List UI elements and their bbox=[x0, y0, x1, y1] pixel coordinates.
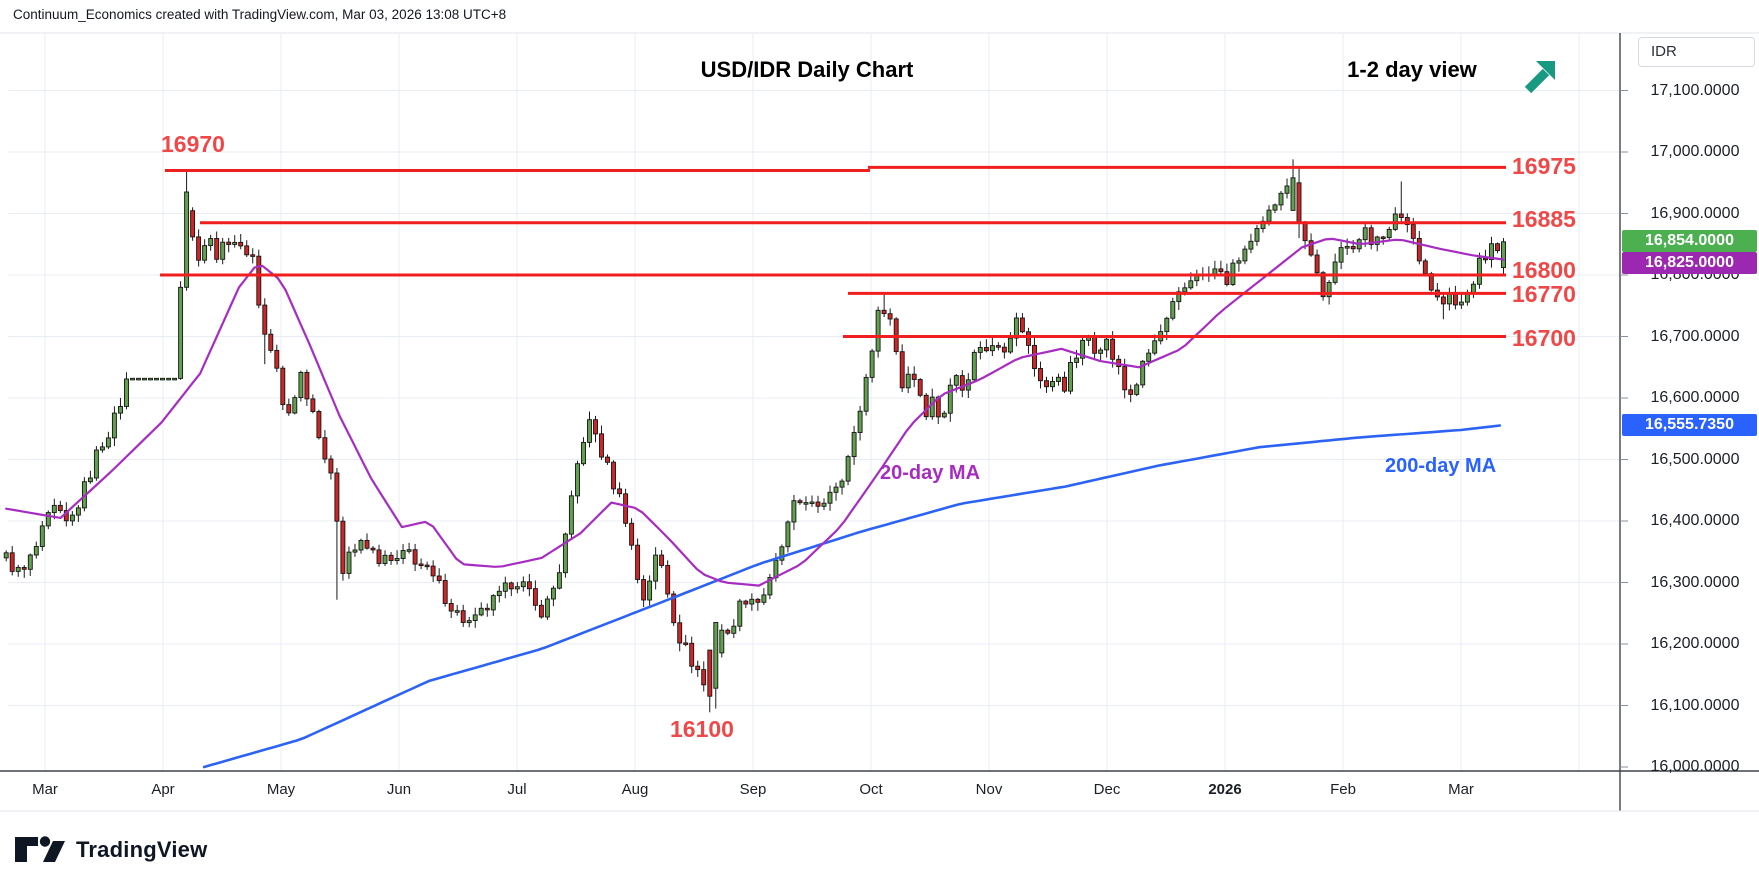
tradingview-logo-icon bbox=[15, 836, 65, 862]
month-label-Dec[interactable]: Dec bbox=[1093, 781, 1121, 798]
price-badge-ma200-price: 16,555.7350 bbox=[1622, 414, 1757, 437]
ma200-label: 200-day MA bbox=[1385, 455, 1497, 477]
month-label-Oct[interactable]: Oct bbox=[859, 781, 883, 798]
month-label-Apr[interactable]: Apr bbox=[151, 781, 175, 798]
level-label-16975: 16975 bbox=[1512, 153, 1576, 180]
level-label-16770: 16770 bbox=[1512, 281, 1576, 308]
y-axis-label-16500: 16,500.0000 bbox=[1650, 450, 1740, 468]
y-axis-label-16600: 16,600.0000 bbox=[1650, 389, 1740, 406]
month-label-2026[interactable]: 2026 bbox=[1208, 781, 1242, 798]
view-horizon-label: 1-2 day view bbox=[1347, 57, 1477, 82]
ma20-label: 20-day MA bbox=[880, 462, 981, 484]
tradingview-logo-text: TradingView bbox=[76, 837, 208, 862]
price-badge-ma20-price: 16,825.0000 bbox=[1622, 251, 1757, 274]
currency-label-box: IDR bbox=[1638, 37, 1755, 67]
ma200-line bbox=[202, 424, 1502, 769]
currency-label: IDR bbox=[1651, 43, 1677, 60]
y-axis-label-17100: 17,100.0000 bbox=[1650, 81, 1740, 99]
month-label-Nov[interactable]: Nov bbox=[975, 781, 1003, 798]
month-label-Mar[interactable]: Mar bbox=[1448, 781, 1474, 798]
y-axis-label-17000: 17,000.0000 bbox=[1650, 143, 1740, 160]
month-label-Jun[interactable]: Jun bbox=[386, 781, 412, 798]
price-annotation-16100: 16100 bbox=[670, 716, 734, 742]
chart-frame bbox=[0, 32, 1759, 812]
level-label-16970: 16970 bbox=[161, 131, 225, 158]
tradingview-logo[interactable]: TradingView bbox=[14, 836, 207, 864]
month-label-Jul[interactable]: Jul bbox=[507, 781, 527, 798]
chart-title: USD/IDR Daily Chart bbox=[700, 57, 914, 82]
month-label-May[interactable]: May bbox=[266, 781, 296, 798]
level-label-16800: 16800 bbox=[1512, 257, 1576, 283]
y-axis-label-16100: 16,100.0000 bbox=[1650, 696, 1740, 714]
price-badge-last-price: 16,854.0000 bbox=[1622, 229, 1757, 252]
y-axis-label-16300: 16,300.0000 bbox=[1650, 573, 1740, 591]
y-axis-label-16900: 16,900.0000 bbox=[1650, 204, 1740, 222]
y-axis-label-16700: 16,700.0000 bbox=[1650, 327, 1740, 345]
attribution-text: Continuum_Economics created with Trading… bbox=[13, 7, 507, 22]
month-label-Aug[interactable]: Aug bbox=[621, 781, 649, 798]
candles-layer bbox=[3, 159, 1506, 713]
month-label-Mar[interactable]: Mar bbox=[32, 781, 58, 798]
y-axis-label-16200: 16,200.0000 bbox=[1650, 635, 1740, 652]
month-label-Feb[interactable]: Feb bbox=[1330, 781, 1356, 798]
y-axis-label-16400: 16,400.0000 bbox=[1650, 512, 1740, 529]
level-label-16885: 16885 bbox=[1512, 205, 1576, 232]
trend-arrow-icon bbox=[1524, 61, 1555, 94]
gridlines bbox=[8, 33, 1620, 771]
month-label-Sep[interactable]: Sep bbox=[739, 781, 767, 798]
y-axis-label-16000: 16,000.0000 bbox=[1650, 758, 1740, 775]
level-label-16700: 16700 bbox=[1512, 324, 1576, 351]
ma20-line bbox=[5, 237, 1505, 587]
